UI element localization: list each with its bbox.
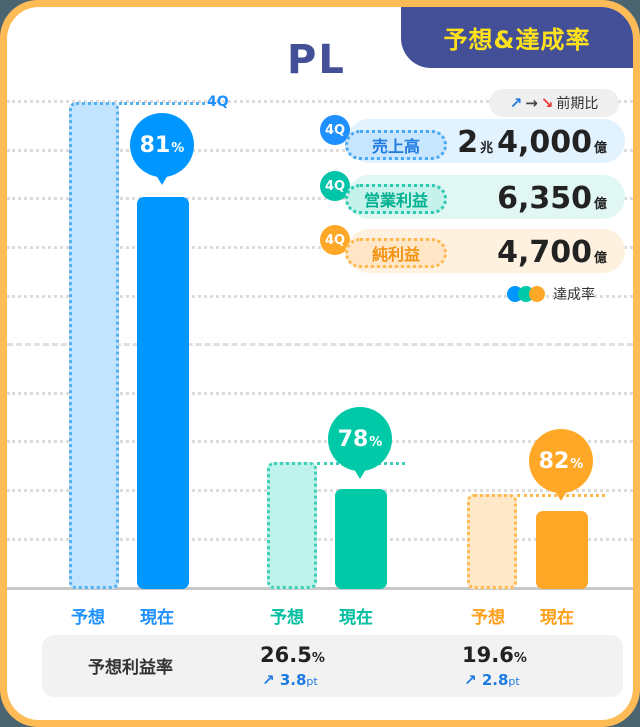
margin-delta-operating: ↗ 3.8pt [262, 671, 318, 689]
margin-delta-net: ↗ 2.8pt [464, 671, 520, 689]
margin-operating: 26.5% [260, 643, 325, 667]
x-label-forecast: 予想 [71, 608, 105, 628]
gridline [7, 489, 633, 492]
legend-achievement: 達成率 [507, 284, 595, 304]
gridline [7, 149, 633, 152]
metric-tag-net-profit: 純利益 [345, 238, 447, 268]
balloon-orange-icon [529, 286, 545, 302]
chart-panel: 予想&達成率 PL 4Q 81% 予想 現在 78% 予想 現在 82% [7, 7, 633, 720]
metric-tag-sales: 売上高 [345, 130, 447, 160]
arrow-down-icon: ↘ [540, 94, 554, 112]
current-bar-net-profit [536, 511, 588, 589]
gridline [7, 100, 633, 103]
achievement-bubble-sales: 81% [130, 113, 194, 185]
q4-forecast-line [119, 102, 205, 105]
forecast-bar-operating-profit [267, 462, 317, 589]
x-label-current: 現在 [339, 608, 373, 628]
achievement-bubble-operating-profit: 78% [328, 407, 392, 479]
page-title: PL [287, 37, 346, 83]
gridline [7, 295, 633, 298]
x-label-forecast: 予想 [471, 608, 505, 628]
gridline [7, 246, 633, 249]
metric-value-net-profit: 4,700 億 [497, 235, 607, 270]
arrow-up-icon: ↗ [509, 94, 523, 112]
x-label-current: 現在 [140, 608, 174, 628]
gridline [7, 538, 633, 541]
achievement-label: 達成率 [553, 287, 595, 303]
x-label-forecast: 予想 [270, 608, 304, 628]
prev-period-label: 前期比 [556, 96, 599, 112]
gridline [7, 197, 633, 200]
metric-value-sales: 2 兆 4,000 億 [457, 125, 607, 160]
gridline-dashed [7, 343, 633, 346]
arrow-right-icon: → [525, 94, 538, 112]
gridline [7, 392, 633, 395]
legend-prev-period: ↗ → ↘ 前期比 [489, 89, 619, 117]
forecast-bar-sales [69, 102, 119, 589]
metric-tag-operating-profit: 営業利益 [345, 184, 447, 214]
x-axis-baseline [7, 587, 633, 590]
gridline [7, 440, 633, 443]
achievement-bubble-net-profit: 82% [529, 429, 593, 501]
summary-label: 予想利益率 [88, 658, 173, 678]
metric-value-operating-profit: 6,350 億 [497, 181, 607, 216]
forecast-bar-net-profit [467, 494, 517, 589]
q4-marker: 4Q [207, 94, 229, 110]
margin-net: 19.6% [462, 643, 527, 667]
profit-margin-summary: 予想利益率 26.5% ↗ 3.8pt 19.6% ↗ 2.8pt [42, 635, 623, 697]
x-label-current: 現在 [540, 608, 574, 628]
current-bar-operating-profit [335, 489, 387, 589]
q4-badge: 4Q [320, 225, 350, 255]
current-bar-sales [137, 197, 189, 589]
corner-tab: 予想&達成率 [401, 7, 633, 68]
